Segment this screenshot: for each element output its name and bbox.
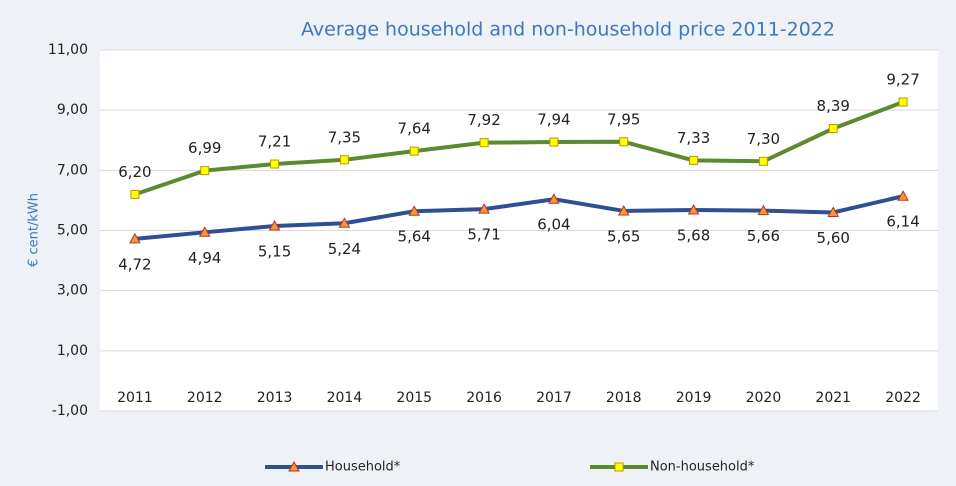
legend-marker — [288, 460, 300, 472]
x-tick-label: 2020 — [746, 390, 782, 406]
data-label: 6,99 — [188, 139, 221, 157]
data-point — [828, 124, 838, 134]
x-tick-label: 2013 — [257, 390, 293, 406]
data-point — [689, 155, 699, 165]
x-tick-label: 2019 — [676, 390, 712, 406]
data-label: 7,21 — [258, 133, 291, 151]
data-point — [619, 137, 629, 147]
data-label: 5,24 — [328, 240, 361, 258]
data-point — [409, 146, 419, 156]
x-tick-label: 2017 — [536, 390, 572, 406]
data-point — [827, 206, 840, 217]
data-label: 7,64 — [398, 120, 431, 138]
data-point — [687, 204, 700, 215]
x-tick-label: 2015 — [396, 390, 432, 406]
data-point — [339, 155, 349, 165]
y-tick-label: 3,00 — [57, 283, 88, 299]
data-point — [130, 189, 140, 199]
data-label: 7,94 — [537, 111, 570, 129]
x-tick-label: 2016 — [466, 390, 502, 406]
x-tick-label: 2014 — [327, 390, 363, 406]
data-label: 7,30 — [747, 130, 780, 148]
data-label: 7,95 — [607, 110, 640, 128]
y-tick-label: 1,00 — [57, 343, 88, 359]
data-point — [757, 204, 770, 216]
series-line — [134, 100, 904, 197]
legend-label: Household* — [325, 460, 401, 475]
data-label: 5,71 — [467, 226, 500, 244]
data-point — [270, 159, 280, 169]
data-label: 6,04 — [537, 216, 570, 234]
data-label: 5,64 — [398, 228, 431, 246]
data-label: 4,72 — [118, 255, 151, 273]
x-tick-label: 2022 — [885, 390, 921, 406]
data-point — [758, 156, 768, 166]
x-tick-label: 2018 — [606, 390, 642, 406]
data-label: 5,68 — [677, 227, 710, 245]
data-label: 5,60 — [817, 229, 850, 247]
data-label: 5,65 — [607, 227, 640, 245]
data-point — [897, 190, 909, 201]
y-tick-label: 7,00 — [57, 162, 88, 178]
data-label: 7,33 — [677, 129, 710, 147]
data-point — [479, 138, 489, 148]
data-point — [548, 193, 560, 204]
data-point — [549, 137, 559, 147]
data-label: 7,92 — [467, 111, 500, 129]
y-tick-label: 11,00 — [48, 42, 88, 58]
data-label: 4,94 — [188, 249, 221, 267]
data-point — [408, 205, 421, 216]
chart-title: Average household and non-household pric… — [301, 19, 835, 41]
x-tick-label: 2011 — [117, 390, 153, 406]
data-label: 6,14 — [886, 213, 919, 231]
data-label: 5,15 — [258, 242, 291, 260]
data-point — [268, 219, 281, 231]
data-point — [617, 204, 630, 216]
y-tick-label: 5,00 — [57, 223, 88, 239]
data-point — [478, 203, 490, 214]
series-line — [134, 194, 904, 241]
data-point — [200, 166, 210, 176]
y-tick-label: 9,00 — [57, 102, 88, 118]
y-tick-label: -1,00 — [52, 403, 88, 419]
data-point — [338, 217, 351, 228]
x-tick-label: 2012 — [187, 390, 223, 406]
legend-label: Non-household* — [650, 460, 755, 475]
data-point — [129, 232, 141, 244]
data-point — [198, 226, 211, 237]
x-tick-label: 2021 — [815, 390, 851, 406]
y-axis-label: € cent/kWh — [27, 193, 42, 267]
data-label: 6,20 — [118, 163, 151, 181]
legend-marker — [614, 462, 624, 472]
data-label: 8,39 — [817, 97, 850, 115]
data-point — [898, 97, 908, 107]
data-label: 5,66 — [747, 227, 780, 245]
data-label: 7,35 — [328, 128, 361, 146]
data-label: 9,27 — [886, 71, 919, 89]
